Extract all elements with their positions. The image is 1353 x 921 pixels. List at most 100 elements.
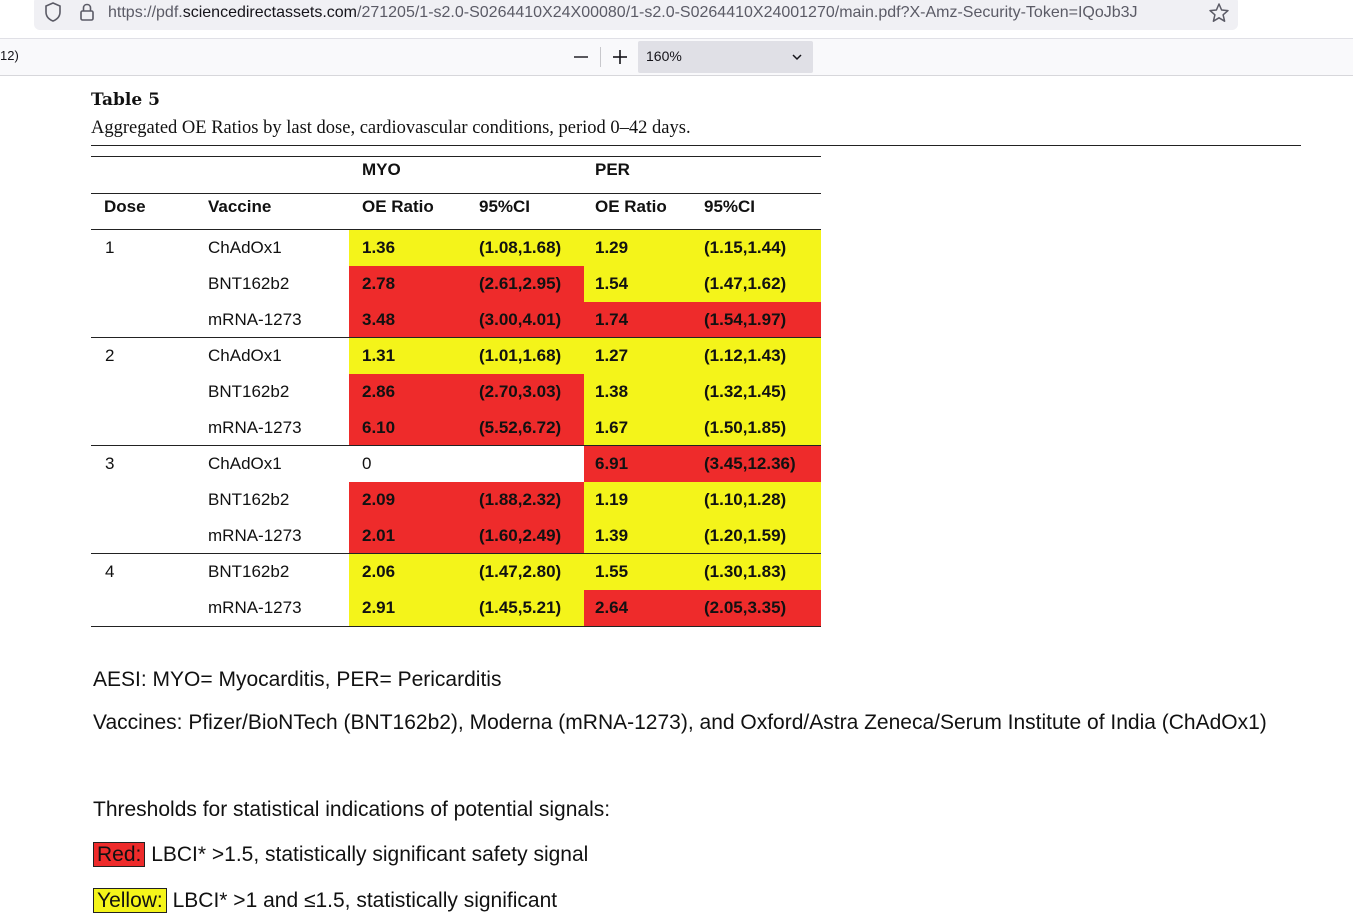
cell-myo-oe: 2.91	[349, 590, 467, 626]
cell-myo-oe: 2.09	[349, 482, 467, 518]
cell-vaccine: mRNA-1273	[208, 598, 302, 617]
cell-vaccine: BNT162b2	[208, 490, 290, 509]
cell-vaccine: ChAdOx1	[208, 346, 282, 365]
cell-per-oe: 1.39	[584, 518, 693, 554]
zoom-in-button[interactable]	[608, 43, 632, 69]
legend-yellow: Yellow: LBCI* >1 and ≤1.5, statistically…	[93, 888, 558, 913]
cell-dose: 4	[105, 562, 115, 581]
footnote-vaccines: Vaccines: Pfizer/BioNTech (BNT162b2), Mo…	[93, 711, 1267, 734]
cell-per-oe: 1.74	[584, 302, 693, 338]
cell-per-oe: 2.64	[584, 590, 693, 626]
cell-myo-oe: 2.78	[349, 266, 467, 302]
cell-myo-ci	[467, 446, 584, 482]
cell-vaccine: mRNA-1273	[208, 526, 302, 545]
caption-rule	[91, 145, 1301, 146]
url-path: /271205/1-s2.0-S0264410X24X00080/1-s2.0-…	[357, 4, 1138, 21]
table-label: Table 5	[91, 90, 160, 110]
zoom-select[interactable]: 160%	[638, 41, 813, 73]
cell-per-ci: (1.50,1.85)	[693, 410, 821, 446]
cell-per-oe: 1.27	[584, 338, 693, 374]
cell-myo-ci: (1.08,1.68)	[467, 230, 584, 266]
table-caption: Aggregated OE Ratios by last dose, cardi…	[91, 118, 691, 138]
cell-myo-oe: 2.01	[349, 518, 467, 554]
footnote-thresholds: Thresholds for statistical indications o…	[93, 798, 611, 821]
cell-per-ci: (1.30,1.83)	[693, 554, 821, 590]
legend-yellow-text: LBCI* >1 and ≤1.5, statistically signifi…	[166, 889, 558, 912]
group-header-per: PER	[595, 160, 630, 179]
cell-myo-oe: 2.06	[349, 554, 467, 590]
footnote-aesi: AESI: MYO= Myocarditis, PER= Pericarditi…	[93, 668, 502, 691]
col-header-per-ci: 95%CI	[704, 197, 756, 216]
cell-myo-oe: 1.31	[349, 338, 467, 374]
cell-per-ci: (1.12,1.43)	[693, 338, 821, 374]
cell-myo-ci: (3.00,4.01)	[467, 302, 584, 338]
zoom-out-button[interactable]	[570, 43, 592, 69]
lock-icon[interactable]	[78, 2, 96, 22]
cell-per-oe: 1.54	[584, 266, 693, 302]
cell-per-ci: (2.05,3.35)	[693, 590, 821, 626]
cell-per-ci: (3.45,12.36)	[693, 446, 821, 482]
cell-per-oe: 1.38	[584, 374, 693, 410]
bookmark-star-icon[interactable]	[1208, 2, 1230, 24]
cell-per-ci: (1.10,1.28)	[693, 482, 821, 518]
cell-per-oe: 1.19	[584, 482, 693, 518]
col-header-per-oe: OE Ratio	[595, 197, 667, 216]
table-top-rule	[91, 156, 821, 157]
legend-yellow-swatch: Yellow:	[93, 888, 167, 913]
cell-vaccine: BNT162b2	[208, 382, 290, 401]
zoom-value: 160%	[646, 48, 682, 64]
cell-per-oe: 1.29	[584, 230, 693, 266]
cell-dose: 1	[105, 238, 115, 257]
cell-per-ci: (1.32,1.45)	[693, 374, 821, 410]
col-header-vaccine: Vaccine	[208, 197, 272, 216]
cell-myo-oe: 3.48	[349, 302, 467, 338]
col-header-dose: Dose	[104, 197, 146, 216]
col-header-myo-oe: OE Ratio	[362, 197, 434, 216]
shield-icon[interactable]	[44, 2, 62, 22]
pdf-toolbar: 12) 160%	[0, 38, 1353, 76]
page-indicator: 12)	[0, 48, 19, 63]
cell-myo-oe: 1.36	[349, 230, 467, 266]
cell-per-oe: 1.55	[584, 554, 693, 590]
cell-myo-ci: (2.61,2.95)	[467, 266, 584, 302]
cell-dose: 3	[105, 454, 115, 473]
cell-myo-ci: (5.52,6.72)	[467, 410, 584, 446]
cell-vaccine: ChAdOx1	[208, 454, 282, 473]
dose-group-rule	[91, 337, 821, 338]
legend-red-text: LBCI* >1.5, statistically significant sa…	[145, 843, 589, 866]
cell-per-ci: (1.20,1.59)	[693, 518, 821, 554]
cell-vaccine: BNT162b2	[208, 274, 290, 293]
cell-myo-ci: (1.47,2.80)	[467, 554, 584, 590]
cell-myo-oe: 6.10	[349, 410, 467, 446]
cell-vaccine: ChAdOx1	[208, 238, 282, 257]
group-header-myo: MYO	[362, 160, 401, 179]
cell-per-ci: (1.15,1.44)	[693, 230, 821, 266]
cell-vaccine: mRNA-1273	[208, 418, 302, 437]
url-bar[interactable]	[34, 0, 1238, 30]
col-header-myo-ci: 95%CI	[479, 197, 531, 216]
group-header-rule	[91, 193, 821, 194]
cell-myo-oe: 0	[362, 454, 372, 473]
cell-myo-ci: (2.70,3.03)	[467, 374, 584, 410]
dose-group-rule	[91, 553, 821, 554]
cell-per-oe: 1.67	[584, 410, 693, 446]
table-bottom-rule	[91, 626, 821, 627]
cell-myo-ci: (1.60,2.49)	[467, 518, 584, 554]
chevron-down-icon	[790, 50, 804, 64]
url-domain: sciencedirectassets.com	[182, 4, 358, 21]
legend-red: Red: LBCI* >1.5, statistically significa…	[93, 842, 589, 867]
address-bar-strip: https://pdf.sciencedirectassets.com/2712…	[0, 0, 1353, 36]
cell-per-ci: (1.54,1.97)	[693, 302, 821, 338]
cell-per-ci: (1.47,1.62)	[693, 266, 821, 302]
cell-vaccine: mRNA-1273	[208, 310, 302, 329]
cell-per-oe: 6.91	[584, 446, 693, 482]
url-text[interactable]: https://pdf.sciencedirectassets.com/2712…	[108, 4, 1138, 21]
dose-group-rule	[91, 445, 821, 446]
column-header-rule	[91, 229, 821, 230]
legend-red-swatch: Red:	[93, 842, 146, 867]
cell-myo-ci: (1.88,2.32)	[467, 482, 584, 518]
cell-myo-ci: (1.45,5.21)	[467, 590, 584, 626]
cell-myo-oe: 2.86	[349, 374, 467, 410]
toolbar-separator	[600, 47, 601, 67]
cell-myo-ci: (1.01,1.68)	[467, 338, 584, 374]
